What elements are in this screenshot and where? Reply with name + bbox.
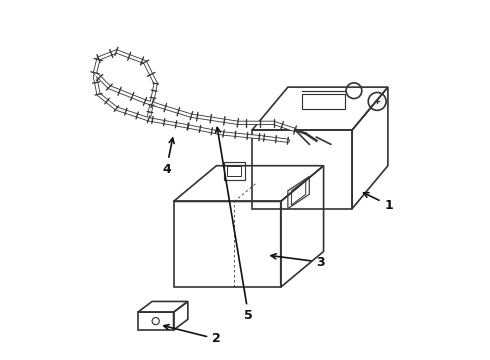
Text: 1: 1 [364, 193, 393, 212]
Text: 3: 3 [271, 254, 325, 269]
Text: 4: 4 [162, 138, 174, 176]
Text: 5: 5 [216, 127, 253, 322]
Text: 2: 2 [164, 325, 221, 346]
